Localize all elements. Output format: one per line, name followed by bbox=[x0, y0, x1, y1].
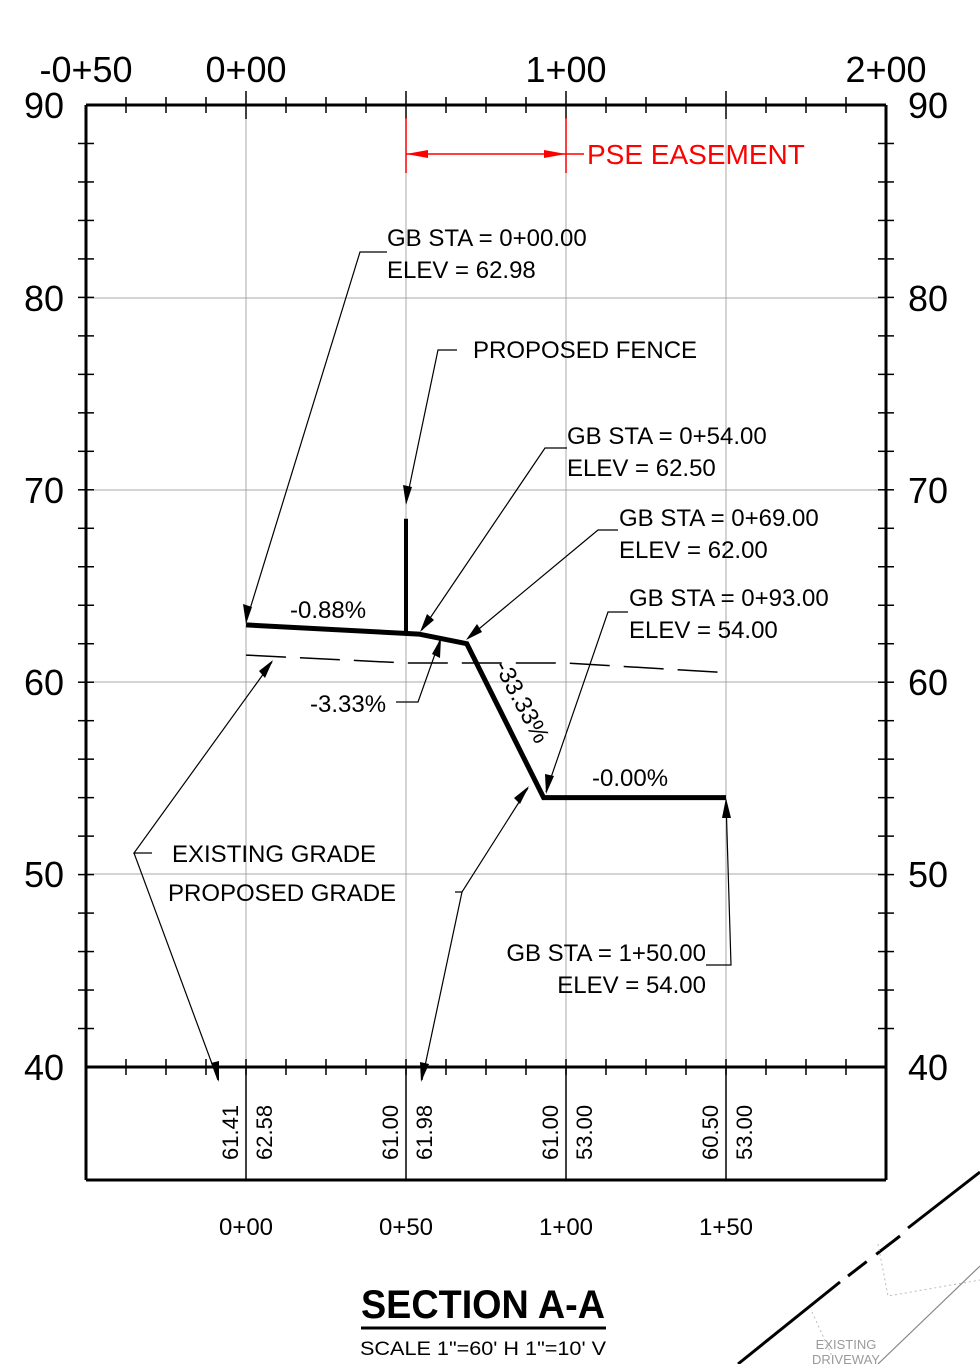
proposed-elevation-value: 53.00 bbox=[732, 1105, 757, 1160]
driveway-label: DRIVEWAY bbox=[812, 1352, 880, 1364]
existing-grade-label: EXISTING GRADE bbox=[172, 841, 376, 868]
gb-elevation-label: ELEV = 54.00 bbox=[629, 617, 778, 644]
proposed-grade-label: PROPOSED GRADE bbox=[168, 880, 396, 907]
existing-elevation-value: 61.00 bbox=[538, 1105, 563, 1160]
right-elevation-label: 60 bbox=[908, 662, 948, 703]
table-dividers bbox=[245, 1067, 727, 1180]
proposed-elevation-value: 62.58 bbox=[252, 1105, 277, 1160]
gb-station-label: GB STA = 1+50.00 bbox=[506, 940, 706, 967]
bottom-station-label: 1+50 bbox=[699, 1214, 753, 1241]
proposed-grade-line bbox=[245, 622, 726, 801]
bottom-station-label: 1+00 bbox=[539, 1214, 593, 1241]
left-elevation-label: 80 bbox=[24, 278, 64, 319]
gb-elevation-label: ELEV = 62.98 bbox=[387, 257, 536, 284]
gb-station-label: GB STA = 0+93.00 bbox=[629, 585, 829, 612]
proposed-fence-label: PROPOSED FENCE bbox=[473, 337, 697, 364]
plan-fragment bbox=[737, 1170, 980, 1364]
bottom-station-label: 0+00 bbox=[219, 1214, 273, 1241]
left-elevation-label: 90 bbox=[24, 85, 64, 126]
gb-station-label: GB STA = 0+00.00 bbox=[387, 225, 587, 252]
grid bbox=[86, 105, 886, 1067]
leader-arrowheads bbox=[211, 485, 731, 1082]
existing-elevation-value: 60.50 bbox=[698, 1105, 723, 1160]
top-station-label: 2+00 bbox=[845, 49, 926, 90]
left-elevation-label: 70 bbox=[24, 470, 64, 511]
right-elevation-label: 70 bbox=[908, 470, 948, 511]
proposed-elevation-value: 53.00 bbox=[572, 1105, 597, 1160]
gb-station-label: GB STA = 0+54.00 bbox=[567, 423, 767, 450]
right-elevation-label: 40 bbox=[908, 1047, 948, 1088]
right-elevation-label: 50 bbox=[908, 854, 948, 895]
right-elevation-label: 80 bbox=[908, 278, 948, 319]
slope-label: -0.88% bbox=[290, 597, 366, 624]
driveway-label: EXISTING bbox=[816, 1337, 877, 1352]
gb-elevation-label: ELEV = 62.50 bbox=[567, 455, 716, 482]
leader-lines bbox=[132, 251, 732, 1081]
left-elevation-label: 40 bbox=[24, 1047, 64, 1088]
left-elevation-label: 60 bbox=[24, 662, 64, 703]
proposed-elevation-value: 61.98 bbox=[412, 1105, 437, 1160]
top-station-label: 0+00 bbox=[205, 49, 286, 90]
axis-ticks bbox=[78, 91, 894, 1075]
top-station-label: -0+50 bbox=[39, 49, 132, 90]
existing-grade-line bbox=[245, 654, 727, 674]
slope-label: -0.00% bbox=[592, 765, 668, 792]
existing-elevation-value: 61.00 bbox=[378, 1105, 403, 1160]
scale-note: SCALE 1"=60' H 1"=10' V bbox=[360, 1339, 606, 1360]
right-elevation-label: 90 bbox=[908, 85, 948, 126]
pse-easement-label: PSE EASEMENT bbox=[587, 139, 805, 170]
gb-elevation-label: ELEV = 62.00 bbox=[619, 537, 768, 564]
section-title: SECTION A-A bbox=[361, 1283, 605, 1327]
bottom-station-label: 0+50 bbox=[379, 1214, 433, 1241]
slope-label: -3.33% bbox=[310, 691, 386, 718]
existing-elevation-value: 61.41 bbox=[218, 1105, 243, 1160]
gb-elevation-label: ELEV = 54.00 bbox=[557, 972, 706, 999]
gb-station-label: GB STA = 0+69.00 bbox=[619, 505, 819, 532]
left-elevation-label: 50 bbox=[24, 854, 64, 895]
pse-easement-dimension bbox=[405, 118, 584, 173]
top-station-label: 1+00 bbox=[525, 49, 606, 90]
